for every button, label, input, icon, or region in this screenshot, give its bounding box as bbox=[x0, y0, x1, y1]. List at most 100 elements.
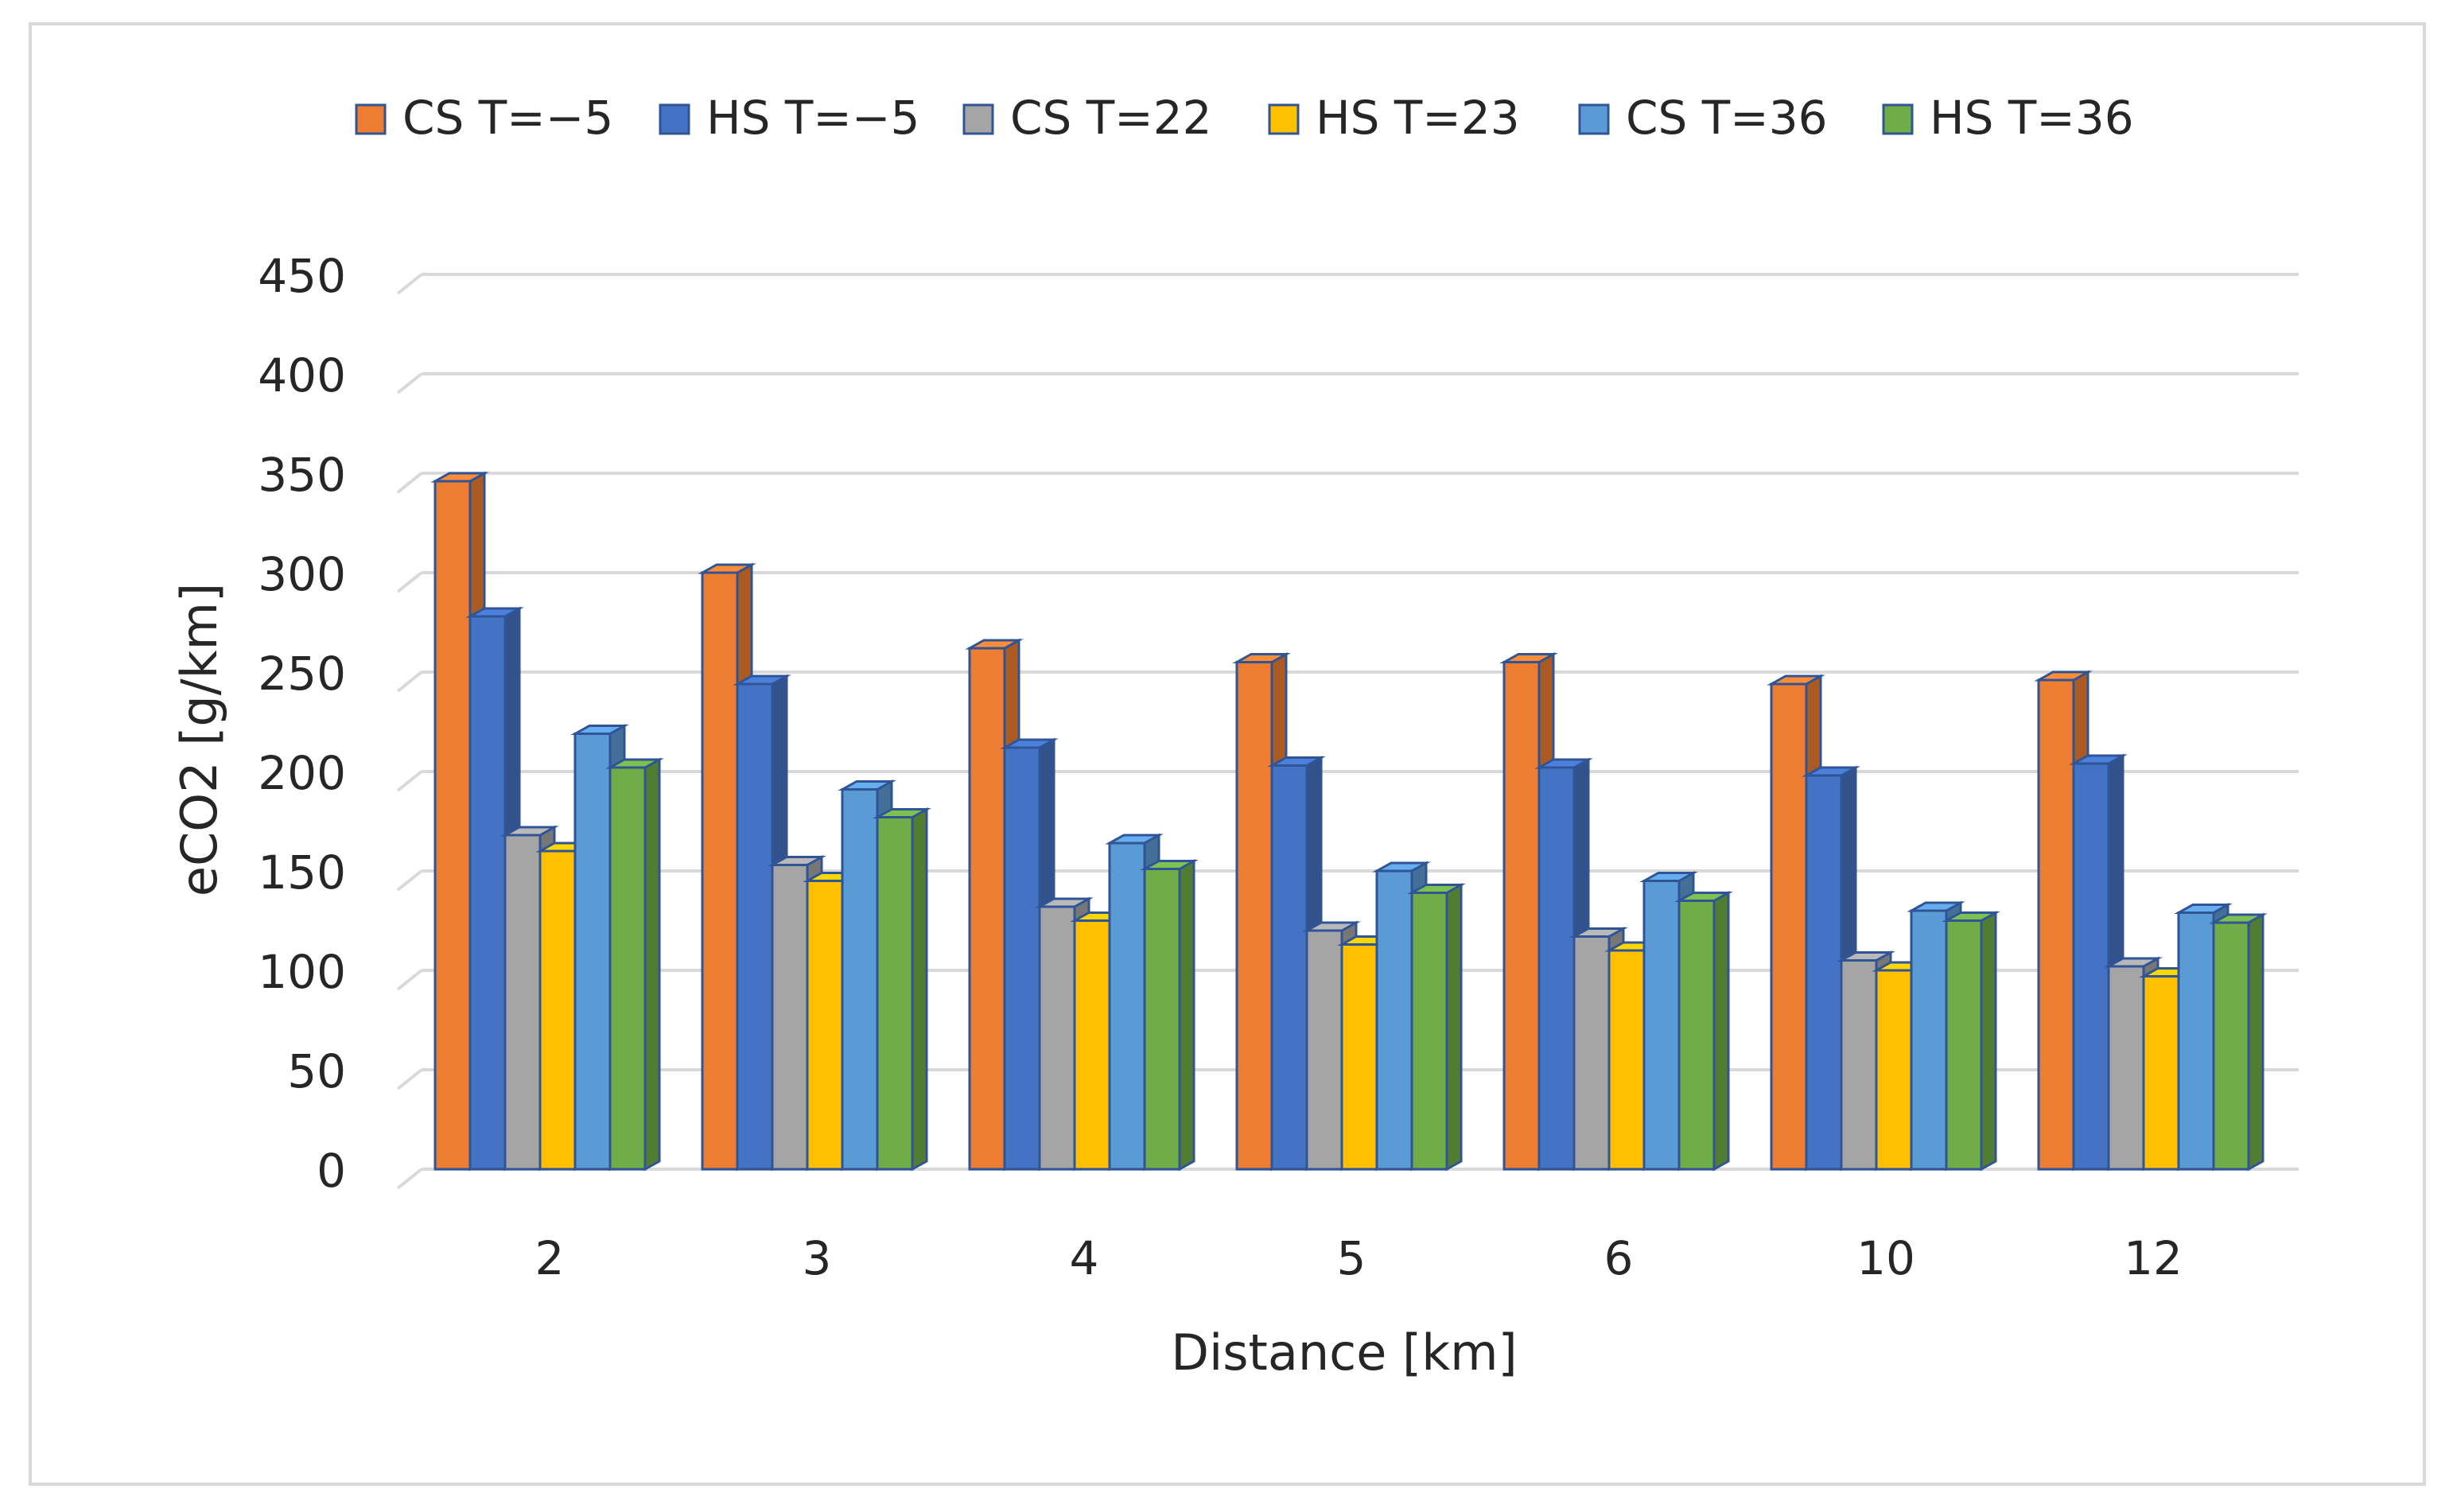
bar-front bbox=[573, 733, 612, 1171]
bar bbox=[1267, 755, 1326, 1172]
legend: CS T=−5 HS T=−5 CS T=22 HS T=23 CS T=36 HS T=… bbox=[355, 91, 2134, 145]
bar-side bbox=[643, 757, 661, 1172]
bar-side bbox=[1445, 882, 1463, 1172]
x-tick-label: 10 bbox=[1856, 1231, 1915, 1285]
legend-item: HS T=23 bbox=[1268, 91, 1520, 145]
bar-front bbox=[1945, 919, 1983, 1171]
bar-front bbox=[1502, 661, 1541, 1171]
bar-front bbox=[468, 615, 507, 1171]
bar-front bbox=[1642, 880, 1681, 1171]
bar-front bbox=[1537, 766, 1576, 1171]
gridline-diagonal bbox=[396, 1168, 423, 1190]
legend-label: HS T=36 bbox=[1930, 91, 2134, 145]
bar-front bbox=[1875, 969, 1913, 1171]
y-tick-label: 150 bbox=[258, 845, 346, 900]
bar-front bbox=[1003, 746, 1041, 1171]
gridline-diagonal bbox=[396, 472, 423, 494]
bar-front bbox=[2072, 762, 2110, 1171]
y-tick-label: 300 bbox=[258, 547, 346, 601]
legend-swatch bbox=[1578, 103, 1610, 135]
bar-side bbox=[2247, 912, 2264, 1172]
bar-front bbox=[503, 834, 542, 1171]
legend-label: CS T=36 bbox=[1626, 91, 1828, 145]
bar-front bbox=[433, 480, 472, 1171]
legend-label: HS T=23 bbox=[1316, 91, 1520, 145]
legend-swatch bbox=[962, 103, 994, 135]
x-axis-tick-labels: 2 3 4 5 6 10 12 bbox=[535, 1231, 2183, 1285]
bar-front bbox=[771, 864, 809, 1171]
gridline-diagonal bbox=[396, 969, 423, 991]
bar-front bbox=[1073, 919, 1111, 1171]
gridline-diagonal bbox=[396, 372, 423, 395]
bar-front bbox=[538, 849, 577, 1171]
bar-front bbox=[1840, 959, 1878, 1171]
legend-label: CS T=−5 bbox=[402, 91, 613, 145]
legend-label: HS T=−5 bbox=[706, 91, 919, 145]
y-tick-label: 350 bbox=[258, 448, 346, 502]
bar bbox=[1140, 858, 1199, 1172]
bar-front bbox=[1340, 943, 1378, 1171]
bar-front bbox=[2177, 911, 2215, 1171]
x-axis-title: Distance [km] bbox=[1171, 1323, 1517, 1382]
legend-swatch bbox=[355, 103, 387, 135]
bar bbox=[873, 807, 931, 1172]
x-tick-label: 2 bbox=[535, 1231, 565, 1285]
y-tick-label: 200 bbox=[258, 746, 346, 800]
y-axis-title: eCO2 [g/km] bbox=[170, 583, 228, 896]
bar-front bbox=[1805, 774, 1843, 1171]
y-axis-tick-labels: 0 50 100 150 200 250 300 350 400 450 bbox=[258, 249, 346, 1198]
bar-side bbox=[1712, 890, 1730, 1172]
y-tick-label: 400 bbox=[258, 348, 346, 402]
y-tick-label: 450 bbox=[258, 249, 346, 303]
bar-front bbox=[1375, 869, 1413, 1171]
bar-front bbox=[1038, 905, 1076, 1171]
bar bbox=[1407, 882, 1466, 1172]
bar-front bbox=[1770, 682, 1808, 1171]
x-tick-label: 3 bbox=[803, 1231, 832, 1285]
legend-item: CS T=−5 bbox=[355, 91, 613, 145]
bar-front bbox=[1607, 949, 1646, 1171]
bar-front bbox=[806, 880, 844, 1171]
bar-front bbox=[968, 647, 1006, 1171]
legend-item: HS T=36 bbox=[1882, 91, 2134, 145]
bar-side bbox=[911, 807, 928, 1172]
bar-front bbox=[841, 788, 879, 1171]
gridline-diagonal bbox=[396, 1068, 423, 1090]
legend-swatch bbox=[1268, 103, 1300, 135]
bar-front bbox=[608, 766, 647, 1171]
bar-front bbox=[876, 816, 914, 1171]
bar-front bbox=[2212, 921, 2250, 1171]
gridline-diagonal bbox=[396, 571, 423, 593]
gridline-diagonal bbox=[396, 273, 423, 295]
y-tick-label: 50 bbox=[287, 1044, 346, 1098]
bar-front bbox=[2142, 975, 2180, 1171]
bar-front bbox=[1677, 900, 1716, 1171]
gridline-diagonal bbox=[396, 670, 423, 693]
bar-front bbox=[1305, 929, 1343, 1171]
bar-side bbox=[1178, 858, 1195, 1172]
bars bbox=[430, 471, 2268, 1172]
bar bbox=[605, 757, 664, 1172]
bar bbox=[1942, 910, 2000, 1172]
bar-front bbox=[1143, 868, 1181, 1171]
bar-front bbox=[1410, 892, 1448, 1171]
gridline-diagonal bbox=[396, 770, 423, 792]
bar-front bbox=[1270, 764, 1308, 1171]
bar-front bbox=[1235, 661, 1273, 1171]
bar-front bbox=[1910, 909, 1948, 1171]
x-tick-label: 4 bbox=[1070, 1231, 1099, 1285]
y-tick-label: 0 bbox=[317, 1144, 346, 1198]
legend-swatch bbox=[659, 103, 690, 135]
bar-front bbox=[736, 682, 774, 1171]
x-tick-label: 5 bbox=[1337, 1231, 1366, 1285]
y-tick-label: 250 bbox=[258, 647, 346, 701]
bar-side bbox=[1980, 910, 1997, 1172]
gridline-diagonal bbox=[396, 869, 423, 892]
legend-label: CS T=22 bbox=[1010, 91, 1212, 145]
bar-front bbox=[1108, 842, 1146, 1171]
bar-front bbox=[1572, 935, 1611, 1171]
x-tick-label: 12 bbox=[2124, 1231, 2183, 1285]
legend-item: CS T=36 bbox=[1578, 91, 1828, 145]
legend-item: HS T=−5 bbox=[659, 91, 919, 145]
